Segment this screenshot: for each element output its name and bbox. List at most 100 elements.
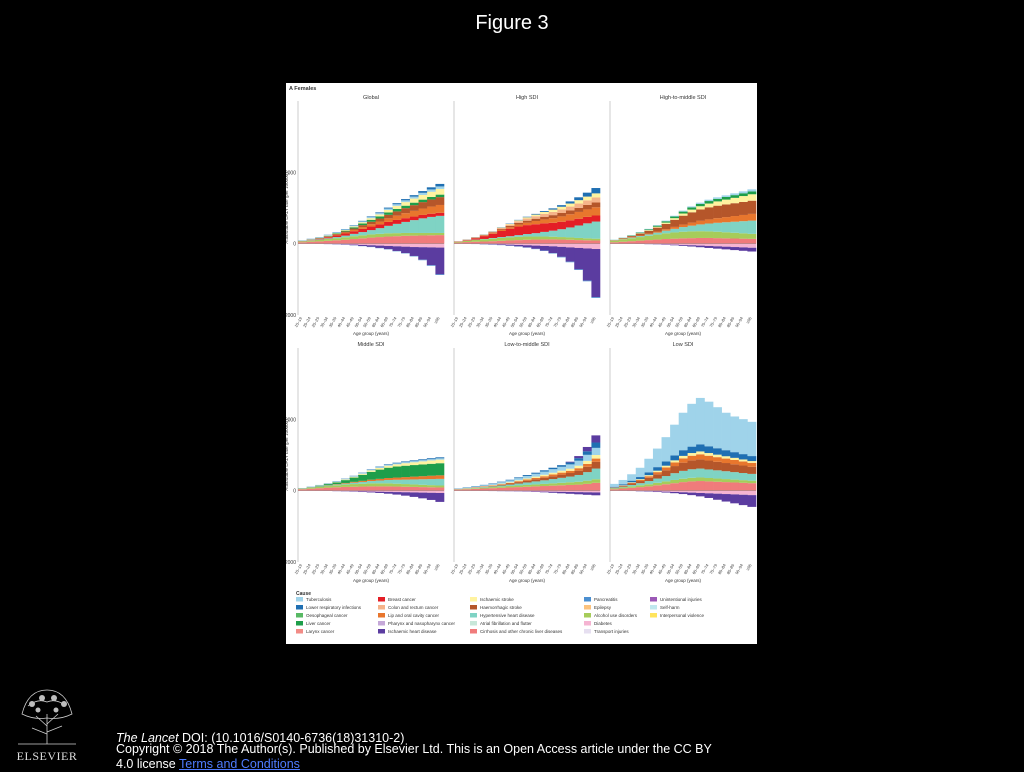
bar-segment: [427, 476, 436, 479]
bar-segment: [583, 205, 592, 209]
bar-segment: [687, 231, 696, 238]
bar-segment: [679, 482, 688, 491]
legend-label: Cirrhosis and other chronic liver diseas…: [480, 629, 563, 634]
bar-segment: [739, 239, 748, 244]
bar-segment: [324, 484, 333, 485]
bar-segment: [739, 459, 748, 461]
bar-segment: [583, 447, 592, 451]
bar-segment: [548, 215, 557, 218]
bar-segment: [401, 199, 410, 200]
bar-segment: [392, 478, 401, 480]
bar-segment: [619, 486, 628, 487]
bar-segment: [471, 486, 480, 487]
legend-label: Alcohol use disorders: [594, 613, 638, 618]
bar-segment: [315, 488, 324, 490]
bar-segment: [662, 229, 671, 230]
bar-segment: [730, 491, 739, 495]
bar-segment: [427, 192, 436, 197]
bar-segment: [531, 473, 540, 474]
bar-segment: [566, 262, 575, 263]
bar-segment: [704, 491, 713, 494]
bar-segment: [427, 217, 436, 233]
bar-segment: [679, 463, 688, 471]
bar-segment: [591, 197, 600, 202]
bar-segment: [574, 219, 583, 226]
bar-segment: [523, 225, 532, 234]
bar-segment: [704, 207, 713, 219]
bar-segment: [636, 481, 645, 483]
bar-segment: [506, 482, 515, 483]
bar-segment: [392, 209, 401, 211]
bar-segment: [704, 246, 713, 248]
bar-segment: [679, 479, 688, 482]
bar-segment: [375, 468, 384, 470]
bar-segment: [566, 237, 575, 239]
bar-segment: [583, 461, 592, 464]
bar-segment: [747, 244, 756, 248]
bar-segment: [730, 193, 739, 195]
bar-segment: [427, 187, 436, 189]
y-tick-label: -2000: [286, 560, 296, 566]
bar-segment: [392, 216, 401, 220]
bar-segment: [435, 189, 444, 195]
bar-segment: [557, 222, 566, 229]
bar-segment: [341, 240, 350, 244]
bar-segment: [747, 495, 756, 507]
bar-segment: [670, 216, 679, 217]
bar-segment: [540, 219, 549, 223]
bar-segment: [636, 477, 645, 479]
bar-segment: [591, 462, 600, 469]
bar-segment: [644, 236, 653, 240]
bar-segment: [636, 236, 645, 237]
bar-segment: [350, 234, 359, 236]
bar-segment: [739, 191, 748, 193]
bar-segment: [636, 479, 645, 480]
bar-segment: [410, 462, 419, 465]
legend-swatch: [650, 605, 657, 610]
bar-segment: [627, 483, 636, 484]
bar-segment: [548, 237, 557, 240]
bar-segment: [392, 491, 401, 492]
bar-segment: [341, 480, 350, 483]
bar-segment: [384, 468, 393, 478]
bar-segment: [557, 237, 566, 239]
bar-segment: [358, 487, 367, 491]
bar-segment: [583, 217, 592, 223]
bar-segment: [401, 484, 410, 487]
bar-segment: [540, 246, 549, 251]
bar-segment: [307, 489, 316, 491]
bar-segment: [591, 448, 600, 455]
bar-segment: [315, 239, 324, 240]
bar-segment: [427, 247, 436, 265]
bar-segment: [531, 224, 540, 233]
bar-segment: [574, 482, 583, 485]
elsevier-logo: ELSEVIER: [8, 684, 86, 764]
bar-segment: [410, 236, 419, 244]
y-tick-label: 0: [293, 489, 296, 495]
bar-segment: [514, 485, 523, 487]
bar-segment: [514, 481, 523, 482]
bar-segment: [514, 478, 523, 480]
bar-segment: [384, 208, 393, 209]
bar-segment: [427, 479, 436, 485]
bar-segment: [557, 247, 566, 257]
bar-segment: [350, 484, 359, 487]
terms-link[interactable]: Terms and Conditions: [179, 757, 300, 771]
bar-segment: [350, 231, 359, 234]
bar-segment: [557, 465, 566, 467]
bar-segment: [488, 238, 497, 239]
bar-segment: [497, 237, 506, 238]
bar-segment: [427, 265, 436, 266]
bar-segment: [662, 470, 671, 476]
bar-segment: [591, 459, 600, 462]
bar-segment: [367, 470, 376, 471]
bar-segment: [418, 202, 427, 208]
bar-segment: [566, 485, 575, 491]
bar-segment: [670, 455, 679, 460]
bar-segment: [722, 491, 731, 494]
bar-segment: [418, 460, 427, 461]
bar-segment: [471, 488, 480, 489]
bar-segment: [679, 450, 688, 456]
bar-segment: [583, 223, 592, 238]
bar-segment: [540, 486, 549, 491]
